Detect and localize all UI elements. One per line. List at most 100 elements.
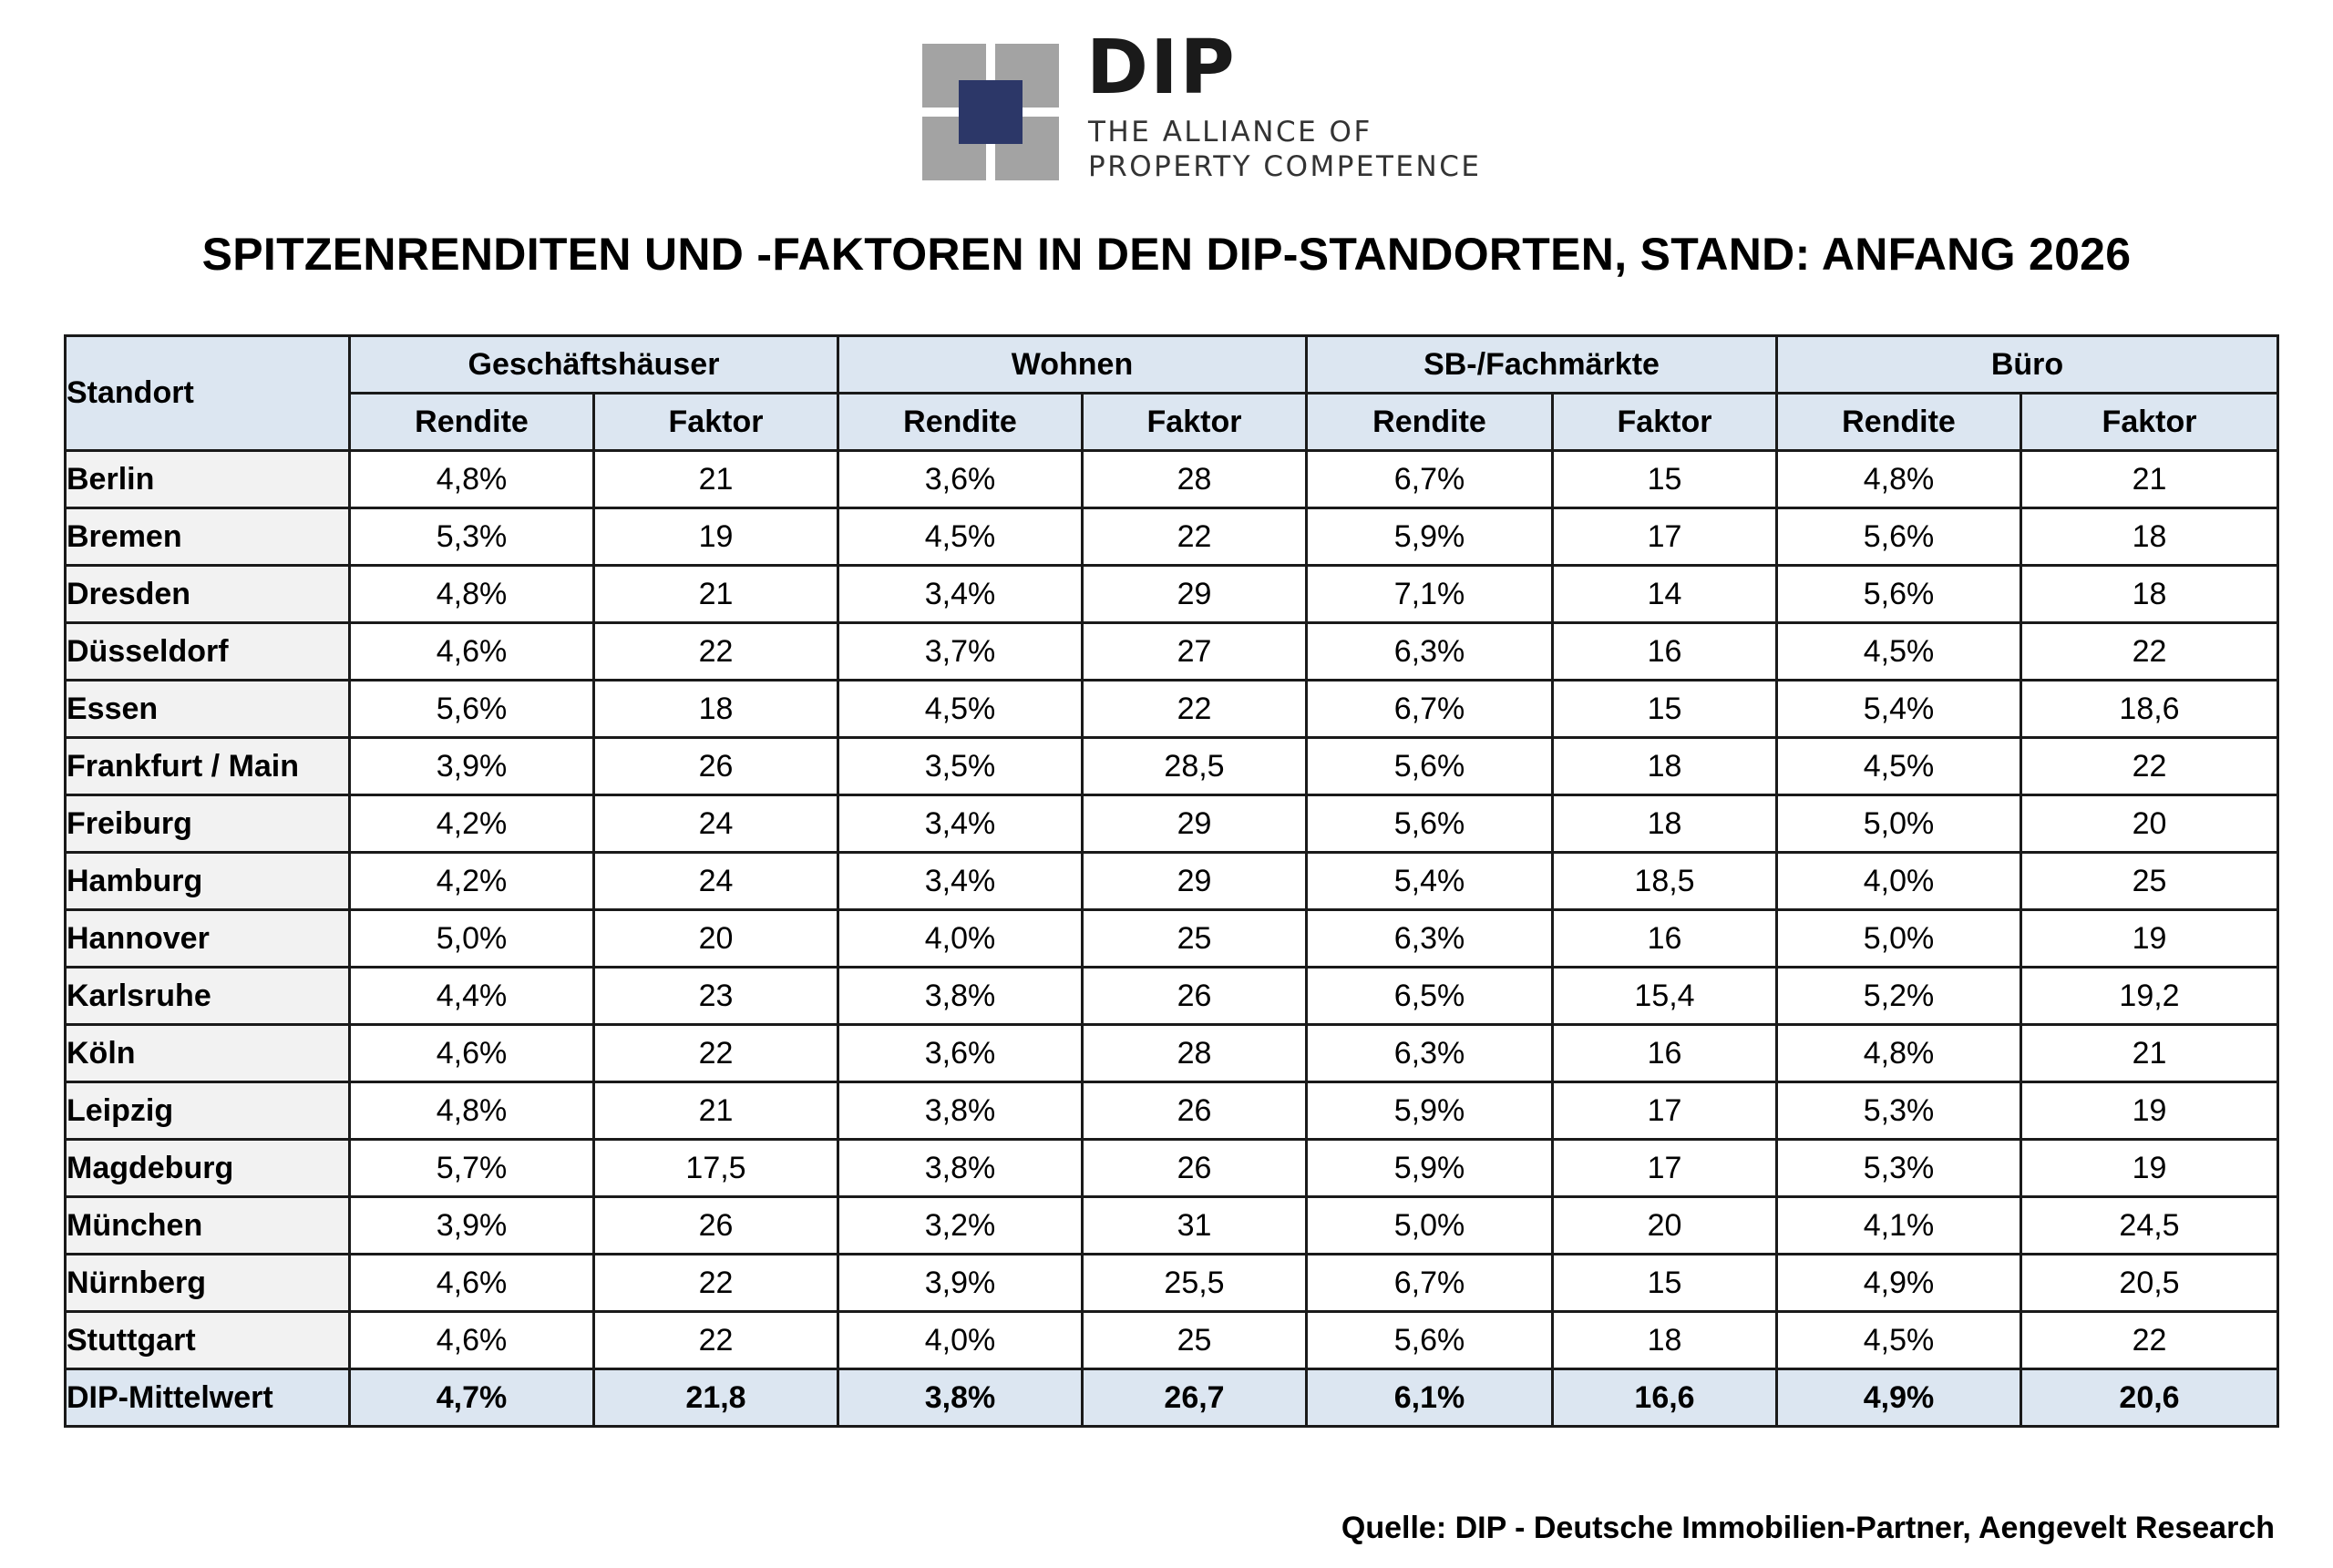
rendite-cell: 5,9% bbox=[1305, 1138, 1554, 1198]
page-title: SPITZENRENDITEN UND -FAKTOREN IN DEN DIP… bbox=[201, 229, 2132, 280]
faktor-cell: 16 bbox=[1551, 908, 1778, 968]
rendite-cell: 4,8% bbox=[348, 1081, 595, 1141]
faktor-cell: 28,5 bbox=[1081, 736, 1308, 796]
city-cell: Leipzig bbox=[64, 1081, 351, 1141]
table-body: Berlin 4,8% 21 3,6% 28 6,7% 15 4,8% 21 Bremen 5,3%… bbox=[64, 449, 2280, 1428]
rendite-cell: 4,8% bbox=[348, 564, 595, 624]
rendite-cell: 5,6% bbox=[1775, 564, 2022, 624]
rendite-cell: 5,3% bbox=[1775, 1081, 2022, 1141]
dip-logo-mark-icon bbox=[922, 44, 1059, 180]
rendite-cell: 5,9% bbox=[1305, 1081, 1554, 1141]
faktor-cell: 15 bbox=[1551, 679, 1778, 739]
faktor-cell: 24 bbox=[592, 794, 839, 854]
faktor-cell: 17,5 bbox=[592, 1138, 839, 1198]
faktor-cell: 14 bbox=[1551, 564, 1778, 624]
faktor-cell: 21 bbox=[2019, 1023, 2280, 1083]
faktor-cell: 16 bbox=[1551, 621, 1778, 682]
rendite-cell: 4,5% bbox=[1775, 1310, 2022, 1370]
faktor-cell: 25,5 bbox=[1081, 1253, 1308, 1313]
rendite-cell: 4,8% bbox=[348, 449, 595, 509]
faktor-cell: 15,4 bbox=[1551, 966, 1778, 1026]
city-cell: Nürnberg bbox=[64, 1253, 351, 1313]
rendite-cell: 3,9% bbox=[837, 1253, 1084, 1313]
rendite-cell: 3,4% bbox=[837, 851, 1084, 911]
rendite-cell: 5,2% bbox=[1775, 966, 2022, 1026]
faktor-cell: 22 bbox=[2019, 621, 2280, 682]
faktor-cell: 22 bbox=[2019, 736, 2280, 796]
faktor-cell: 31 bbox=[1081, 1195, 1308, 1255]
rendite-cell: 5,3% bbox=[1775, 1138, 2022, 1198]
city-cell: Düsseldorf bbox=[64, 621, 351, 682]
sub-header: Faktor bbox=[592, 392, 839, 452]
rendite-cell: 3,4% bbox=[837, 564, 1084, 624]
faktor-cell: 20,6 bbox=[2019, 1368, 2280, 1428]
sub-header: Rendite bbox=[1775, 392, 2022, 452]
city-cell: Stuttgart bbox=[64, 1310, 351, 1370]
rendite-cell: 5,0% bbox=[348, 908, 595, 968]
rendite-cell: 4,6% bbox=[348, 1253, 595, 1313]
rendite-cell: 3,7% bbox=[837, 621, 1084, 682]
city-cell: München bbox=[64, 1195, 351, 1255]
table-row: Berlin 4,8% 21 3,6% 28 6,7% 15 4,8% 21 bbox=[64, 449, 2280, 509]
rendite-cell: 4,2% bbox=[348, 851, 595, 911]
faktor-cell: 22 bbox=[1081, 507, 1308, 567]
faktor-cell: 18,6 bbox=[2019, 679, 2280, 739]
source-note: Quelle: DIP - Deutsche Immobilien-Partne… bbox=[1341, 1511, 2275, 1545]
rendite-cell: 4,2% bbox=[348, 794, 595, 854]
rendite-cell: 5,6% bbox=[348, 679, 595, 739]
rendite-cell: 5,0% bbox=[1775, 908, 2022, 968]
logo-tagline-line1: THE ALLIANCE OF bbox=[1088, 116, 1372, 149]
table-row: Köln 4,6% 22 3,6% 28 6,3% 16 4,8% 21 bbox=[64, 1023, 2280, 1083]
faktor-cell: 22 bbox=[592, 621, 839, 682]
logo-tagline-line2: PROPERTY COMPETENCE bbox=[1088, 150, 1482, 183]
faktor-cell: 26 bbox=[592, 1195, 839, 1255]
table-row: Bremen 5,3% 19 4,5% 22 5,9% 17 5,6% 18 bbox=[64, 507, 2280, 567]
table-row: Leipzig 4,8% 21 3,8% 26 5,9% 17 5,3% 19 bbox=[64, 1081, 2280, 1141]
faktor-cell: 18 bbox=[2019, 564, 2280, 624]
faktor-cell: 25 bbox=[1081, 1310, 1308, 1370]
faktor-cell: 25 bbox=[1081, 908, 1308, 968]
faktor-cell: 21 bbox=[592, 449, 839, 509]
faktor-cell: 22 bbox=[2019, 1310, 2280, 1370]
sub-header: Rendite bbox=[1305, 392, 1554, 452]
table-row: Karlsruhe 4,4% 23 3,8% 26 6,5% 15,4 5,2% 19,2 bbox=[64, 966, 2280, 1026]
rendite-cell: 3,2% bbox=[837, 1195, 1084, 1255]
faktor-cell: 16,6 bbox=[1551, 1368, 1778, 1428]
group-header-row: Standort Geschäftshäuser Wohnen SB-/Fach… bbox=[64, 334, 2280, 452]
rendite-cell: 6,3% bbox=[1305, 1023, 1554, 1083]
sub-header: Rendite bbox=[348, 392, 595, 452]
faktor-cell: 21 bbox=[2019, 449, 2280, 509]
faktor-cell: 20 bbox=[2019, 794, 2280, 854]
city-cell: Karlsruhe bbox=[64, 966, 351, 1026]
rendite-cell: 4,5% bbox=[837, 507, 1084, 567]
faktor-cell: 18 bbox=[1551, 794, 1778, 854]
dip-logo: DIP THE ALLIANCE OF PROPERTY COMPETENCE bbox=[922, 31, 1487, 183]
rendite-cell: 4,6% bbox=[348, 1310, 595, 1370]
faktor-cell: 26 bbox=[1081, 966, 1308, 1026]
sub-header: Faktor bbox=[1551, 392, 1778, 452]
rendite-cell: 3,9% bbox=[348, 736, 595, 796]
rendite-cell: 5,0% bbox=[1775, 794, 2022, 854]
group-header: Wohnen bbox=[837, 334, 1308, 395]
city-cell: DIP-Mittelwert bbox=[64, 1368, 351, 1428]
city-cell: Hamburg bbox=[64, 851, 351, 911]
city-cell: Berlin bbox=[64, 449, 351, 509]
city-cell: Essen bbox=[64, 679, 351, 739]
table-row: Hamburg 4,2% 24 3,4% 29 5,4% 18,5 4,0% 25 bbox=[64, 851, 2280, 911]
table-row: Hannover 5,0% 20 4,0% 25 6,3% 16 5,0% 19 bbox=[64, 908, 2280, 968]
city-cell: Köln bbox=[64, 1023, 351, 1083]
dip-logo-center-square bbox=[959, 80, 1023, 144]
rendite-cell: 6,5% bbox=[1305, 966, 1554, 1026]
rendite-cell: 6,3% bbox=[1305, 621, 1554, 682]
city-cell: Hannover bbox=[64, 908, 351, 968]
table-row: Frankfurt / Main 3,9% 26 3,5% 28,5 5,6% 18 4,5%… bbox=[64, 736, 2280, 796]
rendite-cell: 4,6% bbox=[348, 1023, 595, 1083]
faktor-cell: 20 bbox=[592, 908, 839, 968]
faktor-cell: 19 bbox=[2019, 1081, 2280, 1141]
rendite-cell: 5,6% bbox=[1305, 1310, 1554, 1370]
faktor-cell: 19 bbox=[2019, 1138, 2280, 1198]
rendite-cell: 4,5% bbox=[1775, 621, 2022, 682]
faktor-cell: 28 bbox=[1081, 449, 1308, 509]
faktor-cell: 17 bbox=[1551, 1138, 1778, 1198]
faktor-cell: 26,7 bbox=[1081, 1368, 1308, 1428]
